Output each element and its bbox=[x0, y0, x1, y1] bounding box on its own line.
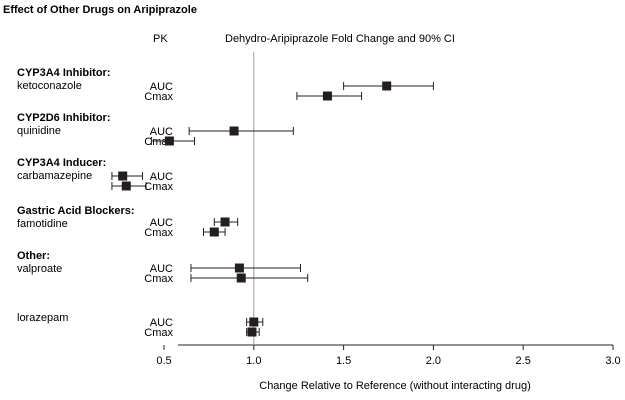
group-category-label: CYP3A4 Inducer: bbox=[17, 157, 106, 169]
chart-title: Effect of Other Drugs on Aripiprazole bbox=[3, 4, 197, 16]
point-estimate-marker bbox=[249, 317, 259, 327]
point-estimate-marker bbox=[229, 126, 239, 136]
pk-parameter-label: Cmax bbox=[144, 327, 173, 339]
x-tick-label: 3.0 bbox=[605, 355, 620, 367]
group-drug-label: valproate bbox=[17, 263, 62, 275]
point-estimate-marker bbox=[220, 217, 230, 227]
point-estimate-marker bbox=[247, 327, 257, 337]
pk-parameter-label: Cmax bbox=[144, 227, 173, 239]
plot-header: Dehydro-Aripiprazole Fold Change and 90%… bbox=[225, 33, 455, 45]
pk-parameter-label: AUC bbox=[150, 171, 173, 183]
group-drug-label: carbamazepine bbox=[17, 170, 92, 182]
pk-parameter-label: Cmax bbox=[144, 181, 173, 193]
pk-parameter-label: Cmax bbox=[144, 273, 173, 285]
group-drug-label: ketoconazole bbox=[17, 80, 82, 92]
pk-parameter-label: AUC bbox=[150, 81, 173, 93]
point-estimate-marker bbox=[118, 171, 128, 181]
pk-parameter-label: AUC bbox=[150, 126, 173, 138]
point-estimate-marker bbox=[382, 81, 392, 91]
group-category-label: Other: bbox=[17, 250, 50, 262]
group-category-label: CYP3A4 Inhibitor: bbox=[17, 67, 111, 79]
x-tick-label: 0.5 bbox=[156, 355, 171, 367]
group-drug-label: quinidine bbox=[17, 125, 61, 137]
pk-parameter-label: AUC bbox=[150, 317, 173, 329]
pk-parameter-label: Cmax bbox=[144, 91, 173, 103]
x-tick-label: 2.5 bbox=[516, 355, 531, 367]
x-axis-label: Change Relative to Reference (without in… bbox=[259, 380, 530, 392]
x-tick-label: 1.0 bbox=[246, 355, 261, 367]
pk-column-header: PK bbox=[153, 33, 168, 45]
pk-parameter-label: AUC bbox=[150, 217, 173, 229]
estimates-and-intervals bbox=[111, 81, 434, 337]
point-estimate-marker bbox=[164, 136, 174, 146]
pk-parameter-label: AUC bbox=[150, 263, 173, 275]
group-category-label: CYP2D6 Inhibitor: bbox=[17, 112, 111, 124]
point-estimate-marker bbox=[322, 91, 332, 101]
point-estimate-marker bbox=[209, 227, 219, 237]
point-estimate-marker bbox=[234, 263, 244, 273]
point-estimate-marker bbox=[121, 181, 131, 191]
x-axis-ticks: 0.5 1.0 1.5 2.0 2.5 3.0 bbox=[156, 345, 621, 367]
group-drug-label: famotidine bbox=[17, 218, 68, 230]
x-tick-label: 2.0 bbox=[426, 355, 441, 367]
group-labels: CYP3A4 Inhibitor:ketoconazole AUCCmaxCYP2… bbox=[17, 67, 173, 339]
point-estimate-marker bbox=[236, 273, 246, 283]
group-drug-label: lorazepam bbox=[17, 312, 68, 324]
x-tick-label: 1.5 bbox=[336, 355, 351, 367]
group-category-label: Gastric Acid Blockers: bbox=[17, 205, 135, 217]
